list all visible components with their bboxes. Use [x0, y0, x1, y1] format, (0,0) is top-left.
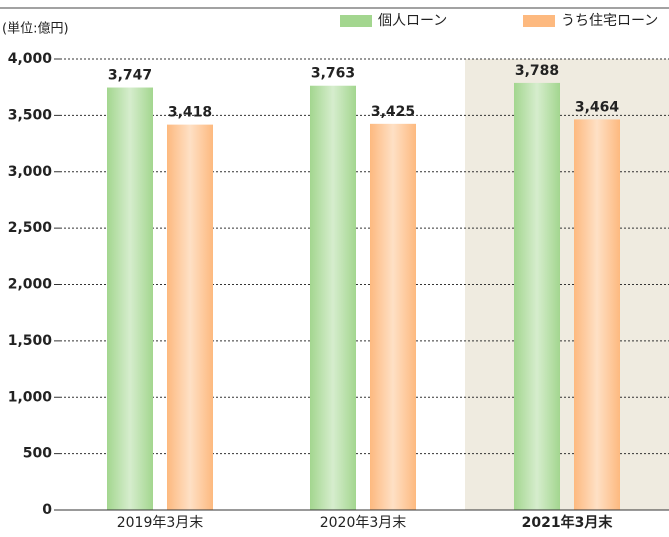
bar — [107, 87, 153, 510]
value-label: 3,425 — [371, 104, 415, 120]
y-tick-label: 1,500 — [8, 333, 53, 349]
unit-label: (単位:億円) — [2, 21, 69, 37]
highlight-band — [465, 59, 669, 510]
value-label: 3,788 — [515, 63, 559, 79]
bar — [574, 119, 620, 511]
x-tick-label: 2020年3月末 — [320, 515, 407, 531]
legend-label: うち住宅ローン — [561, 13, 658, 29]
value-label: 3,763 — [311, 66, 355, 82]
x-tick-label: 2021年3月末 — [522, 514, 614, 531]
y-tick-label: 0 — [42, 502, 52, 518]
bar — [514, 82, 560, 510]
y-tick-label: 3,500 — [8, 107, 53, 123]
legend-swatch — [340, 15, 372, 27]
y-tick-label: 2,500 — [8, 220, 53, 236]
y-tick-label: 1,000 — [8, 389, 53, 405]
y-tick-label: 4,000 — [8, 51, 53, 67]
bar — [167, 124, 213, 511]
bar — [310, 85, 356, 511]
bar — [370, 123, 416, 511]
legend-swatch — [523, 15, 555, 27]
x-tick-label: 2019年3月末 — [117, 515, 204, 531]
y-tick-label: 500 — [23, 446, 52, 462]
y-tick-label: 3,000 — [8, 164, 53, 180]
legend-label: 個人ローン — [378, 13, 447, 29]
y-tick-label: 2,000 — [8, 277, 53, 293]
value-label: 3,464 — [575, 99, 620, 115]
value-label: 3,747 — [108, 68, 152, 84]
value-label: 3,418 — [168, 105, 212, 121]
